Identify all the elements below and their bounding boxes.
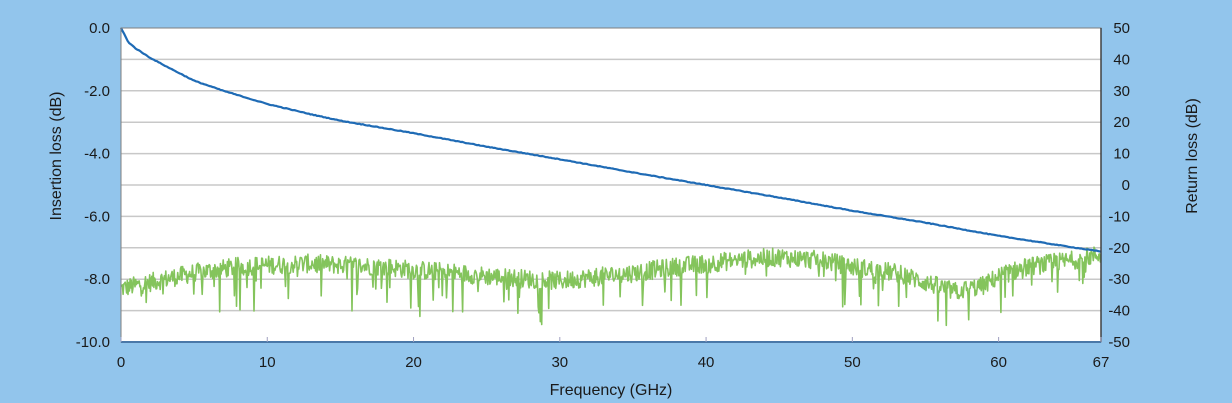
- y-tick-label: -6.0: [84, 208, 110, 225]
- x-tick-label: 20: [405, 354, 422, 371]
- y-tick-label: -4.0: [84, 146, 110, 163]
- x-tick-label: 0: [117, 354, 125, 371]
- y-right-tick-label: 40: [1113, 51, 1130, 68]
- x-tick-label: 40: [698, 354, 715, 371]
- y-axis-left-title: Insertion loss (dB): [48, 92, 65, 221]
- x-tick-label: 60: [990, 354, 1007, 371]
- y-right-tick-label: -20: [1108, 240, 1130, 257]
- x-tick-label: 10: [259, 354, 276, 371]
- return-loss-line: [120, 246, 1102, 327]
- y-right-tick-label: 30: [1113, 83, 1130, 100]
- y-right-tick-label: -40: [1108, 303, 1130, 320]
- x-axis-ticks: 0 10 20 30 40 50 60 67: [117, 337, 1110, 371]
- y-tick-label: -8.0: [84, 271, 110, 288]
- y-right-tick-label: 50: [1113, 20, 1130, 37]
- x-tick-label: 50: [844, 354, 861, 371]
- return-loss-series: [120, 246, 1102, 327]
- y-right-tick-label: -50: [1108, 334, 1130, 351]
- y-right-tick-label: 20: [1113, 114, 1130, 131]
- y-axis-right-ticks: 50 40 30 20 10 0 -10 -20 -30 -40 -50: [1108, 20, 1130, 351]
- y-axis-right-title: Return loss (dB): [1184, 98, 1201, 214]
- y-tick-label: -2.0: [84, 83, 110, 100]
- y-right-tick-label: 0: [1122, 177, 1130, 194]
- x-axis-title: Frequency (GHz): [550, 382, 673, 399]
- y-right-tick-label: -30: [1108, 271, 1130, 288]
- y-axis-left-ticks: 0.0 -2.0 -4.0 -6.0 -8.0 -10.0: [76, 20, 110, 351]
- x-tick-label: 67: [1093, 354, 1110, 371]
- insertion-loss-series: [120, 27, 1102, 253]
- y-right-tick-label: -10: [1108, 208, 1130, 225]
- y-tick-label: -10.0: [76, 334, 110, 351]
- y-right-tick-label: 10: [1113, 146, 1130, 163]
- y-tick-label: 0.0: [89, 20, 110, 37]
- insertion-loss-line: [120, 27, 1102, 253]
- x-tick-label: 30: [551, 354, 568, 371]
